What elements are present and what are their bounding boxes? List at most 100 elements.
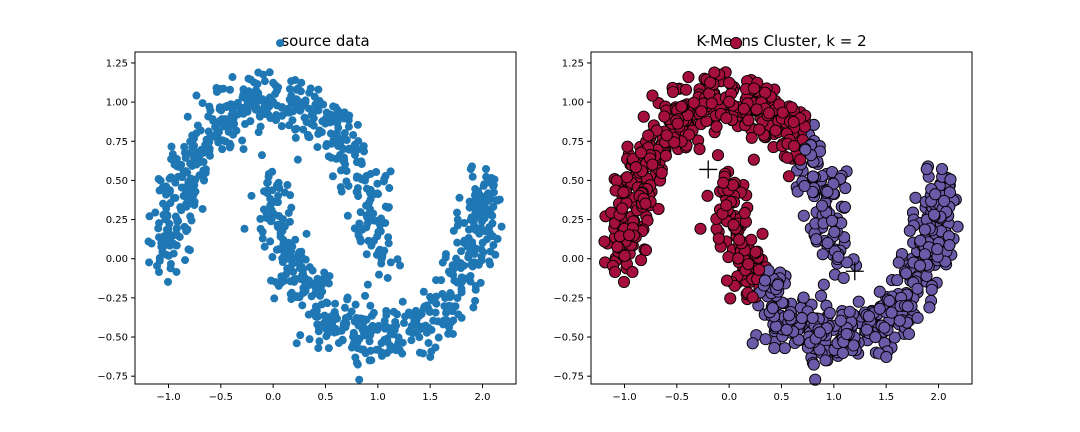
data-point	[442, 308, 451, 317]
cluster-1-point	[901, 300, 914, 313]
data-point	[393, 255, 402, 264]
data-point	[212, 87, 221, 96]
data-point	[197, 145, 206, 154]
data-point	[468, 172, 477, 181]
cluster-0-point	[750, 103, 763, 116]
data-point	[356, 208, 365, 217]
cluster-0-point	[746, 291, 759, 304]
cluster-0-point	[635, 254, 648, 267]
cluster-1-point	[821, 236, 834, 250]
data-point	[291, 235, 300, 244]
data-point	[277, 122, 286, 131]
cluster-1-point	[943, 239, 956, 252]
data-point	[333, 327, 342, 336]
cluster-1-point	[878, 321, 891, 334]
x-tick-label: −0.5	[209, 392, 233, 403]
cluster-1-point	[928, 208, 941, 221]
data-point	[173, 217, 182, 226]
data-point	[471, 285, 480, 294]
cluster-0-point	[738, 206, 751, 220]
data-point	[453, 215, 462, 224]
data-point	[384, 233, 393, 242]
cluster-0-point	[723, 95, 736, 108]
cluster-1-point	[869, 331, 882, 344]
data-point	[356, 235, 365, 244]
data-point	[344, 181, 353, 190]
data-point	[324, 344, 333, 353]
data-point	[350, 141, 359, 150]
data-point	[466, 165, 475, 174]
data-point	[361, 291, 370, 300]
data-point	[460, 218, 469, 227]
y-tick-label: 1.25	[106, 58, 128, 69]
y-axis-ticks: 1.25 1.00 0.75 0.50 0.25 0.00 −0.25 −0.50 −0.75	[97, 58, 135, 383]
data-point	[321, 114, 330, 123]
cluster-1-point	[799, 143, 812, 156]
cluster-1-point	[909, 191, 922, 204]
data-point	[326, 325, 335, 334]
data-point	[185, 246, 194, 255]
y-tick-label: −0.75	[97, 372, 128, 383]
data-point	[288, 260, 297, 269]
data-point	[380, 316, 389, 325]
data-point	[165, 237, 174, 246]
data-point	[308, 266, 317, 275]
data-point	[145, 212, 154, 221]
data-point	[331, 103, 340, 112]
data-point	[353, 360, 362, 369]
data-point	[172, 267, 181, 276]
data-point	[268, 253, 277, 262]
data-point	[285, 266, 294, 275]
y-tick-label: 0.75	[106, 137, 128, 148]
data-point	[217, 119, 226, 128]
data-point	[144, 237, 153, 246]
data-point	[200, 176, 209, 185]
data-point	[367, 239, 376, 248]
y-tick-label: −0.50	[553, 333, 584, 344]
cluster-0-point	[652, 202, 665, 216]
data-point	[374, 321, 383, 330]
data-point	[316, 322, 325, 331]
x-tick-label: 1.0	[370, 392, 386, 403]
data-point	[457, 284, 466, 293]
cluster-1-point	[823, 306, 836, 319]
data-point	[349, 332, 358, 341]
data-point	[164, 224, 173, 233]
cluster-0-point	[623, 229, 636, 242]
data-point	[369, 308, 378, 317]
cluster-0-point	[668, 136, 681, 149]
cluster-1-point	[903, 224, 916, 237]
cluster-1-point	[809, 373, 822, 386]
data-point	[324, 279, 333, 288]
cluster-0-point	[618, 249, 631, 262]
data-point	[326, 129, 335, 138]
cluster-1-point	[944, 173, 957, 186]
data-point	[181, 167, 190, 176]
cluster-1-point	[843, 305, 856, 318]
data-point	[372, 216, 381, 225]
data-point	[478, 238, 487, 247]
cluster-1-point	[771, 278, 784, 291]
cluster-1-point	[935, 162, 949, 176]
data-point	[263, 178, 272, 187]
cluster-1-point	[852, 295, 865, 308]
data-point	[497, 222, 506, 231]
cluster-1-point	[797, 291, 810, 304]
data-point	[228, 73, 237, 82]
data-point	[154, 268, 163, 277]
data-point	[156, 176, 165, 185]
cluster-1-point	[873, 302, 886, 315]
cluster-0-point	[732, 252, 745, 265]
data-point	[167, 142, 176, 151]
data-point	[366, 324, 375, 333]
cluster-1-point	[806, 311, 819, 325]
data-point	[360, 147, 369, 156]
data-point	[486, 247, 495, 256]
x-tick-label: 0.5	[318, 392, 334, 403]
x-axis-ticks: −1.0 −0.5 0.0 0.5 1.0 1.5 2.0	[156, 384, 490, 403]
data-point	[488, 232, 497, 241]
data-point	[164, 251, 173, 260]
data-point	[382, 348, 391, 357]
cluster-0-point	[710, 120, 723, 133]
data-point	[269, 78, 278, 87]
